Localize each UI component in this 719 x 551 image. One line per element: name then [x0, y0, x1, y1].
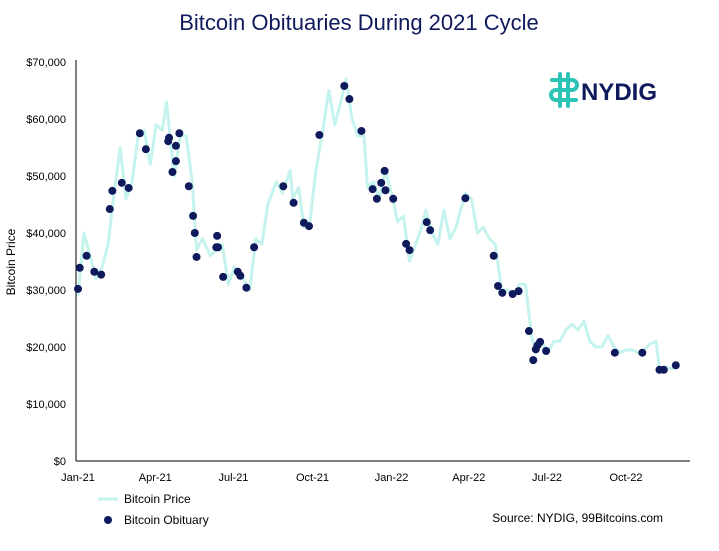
- obituary-point: [405, 246, 414, 255]
- y-axis-label: Bitcoin Price: [4, 228, 18, 295]
- y-tick-label: $20,000: [26, 342, 66, 354]
- y-tick-label: $10,000: [26, 399, 66, 411]
- obituary-point: [192, 252, 201, 261]
- obituary-point: [345, 95, 354, 104]
- obituary-point: [389, 194, 398, 203]
- legend-obituary-label: Bitcoin Obituary: [124, 513, 209, 527]
- obituary-point: [108, 186, 117, 195]
- y-tick-label: $30,000: [26, 285, 66, 297]
- obituary-point: [289, 198, 298, 207]
- y-tick-label: $0: [54, 456, 66, 468]
- source-note: Source: NYDIG, 99Bitcoins.com: [492, 511, 663, 525]
- obituary-point: [638, 348, 647, 357]
- obituary-point: [190, 229, 199, 237]
- legend-obituary-swatch: [104, 516, 112, 524]
- obituary-point: [124, 183, 133, 192]
- nydig-logo: NYDIG: [549, 72, 657, 108]
- obituary-point: [402, 239, 411, 248]
- obituary-point: [542, 346, 551, 355]
- x-tick-label: Jul-22: [532, 472, 562, 484]
- obituary-point: [219, 272, 228, 281]
- obituary-point: [524, 327, 533, 336]
- obituary-point: [368, 185, 377, 194]
- obituary-point: [75, 263, 84, 272]
- bitcoin-price-line: [76, 77, 677, 372]
- obituary-point: [168, 168, 177, 177]
- x-tick-label: Jan-22: [375, 472, 409, 484]
- obituary-point: [141, 145, 150, 154]
- obituary-point: [117, 178, 126, 187]
- obituary-point: [372, 194, 381, 203]
- obituary-point: [82, 251, 91, 260]
- obituary-point: [315, 130, 324, 139]
- obituary-point: [377, 178, 386, 187]
- obituary-point: [279, 182, 288, 191]
- obituary-point: [659, 365, 668, 374]
- obituary-point: [165, 133, 174, 142]
- obituary-point: [135, 129, 144, 138]
- x-tick-label: Jan-21: [61, 472, 95, 484]
- obituary-point: [171, 141, 180, 150]
- chart-title: Bitcoin Obituaries During 2021 Cycle: [179, 10, 539, 35]
- obituary-point: [489, 251, 498, 260]
- obituary-point: [74, 284, 82, 293]
- legend: Bitcoin Price Bitcoin Obituary: [98, 492, 209, 527]
- obituary-point: [514, 287, 523, 296]
- obituary-point: [236, 271, 245, 280]
- obituary-point: [250, 243, 259, 252]
- obituary-point: [381, 186, 390, 195]
- x-tick-label: Apr-21: [139, 472, 172, 484]
- obituary-point: [242, 283, 251, 292]
- obituary-point: [214, 243, 223, 252]
- obituary-point: [189, 211, 198, 220]
- obituary-point: [529, 356, 538, 365]
- obituary-point: [213, 231, 222, 240]
- legend-price-label: Bitcoin Price: [124, 492, 191, 506]
- y-tick-label: $70,000: [26, 57, 66, 69]
- x-tick-label: Jul-21: [218, 472, 248, 484]
- obituary-point: [357, 126, 366, 135]
- obituary-point: [305, 222, 314, 231]
- x-tick-label: Oct-22: [609, 472, 642, 484]
- y-tick-label: $40,000: [26, 228, 66, 240]
- obituary-point: [171, 157, 180, 166]
- obituary-point: [97, 270, 106, 279]
- obituary-point: [508, 289, 517, 298]
- obituary-point: [422, 218, 431, 227]
- obituary-point: [461, 194, 470, 203]
- y-tick-label: $60,000: [26, 114, 66, 126]
- obituary-point: [184, 182, 193, 191]
- obituary-point: [175, 129, 184, 138]
- nydig-logo-text: NYDIG: [581, 79, 657, 106]
- obituary-point: [671, 361, 680, 370]
- obituary-point: [340, 81, 349, 90]
- obituary-point: [610, 348, 619, 357]
- x-tick-label: Apr-22: [452, 472, 485, 484]
- x-tick-label: Oct-21: [296, 472, 329, 484]
- obituary-point: [105, 205, 114, 214]
- y-tick-label: $50,000: [26, 171, 66, 183]
- obituary-point: [536, 337, 545, 346]
- obituary-point: [426, 226, 435, 235]
- obituary-point: [90, 267, 99, 276]
- nydig-logo-mark-icon: [549, 72, 579, 108]
- obituary-point: [380, 166, 389, 175]
- obituary-point: [494, 282, 503, 291]
- obituary-point: [498, 288, 507, 297]
